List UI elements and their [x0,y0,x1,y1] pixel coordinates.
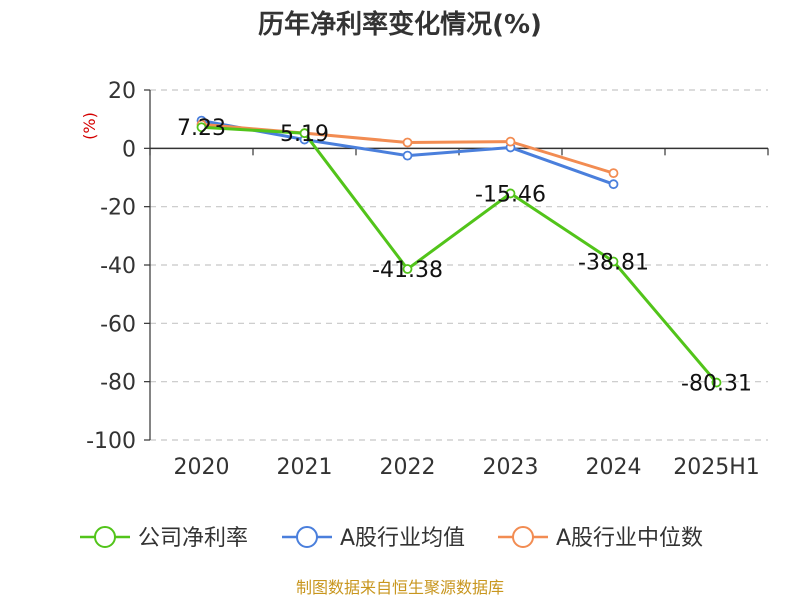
data-labels: 7.23 5.19 -41.38 -15.46 -38.81 -80.31 [177,116,752,396]
y-axis-ticks: 20 0 -20 -40 -60 -80 -100 [86,79,150,454]
data-label: -41.38 [372,258,443,283]
x-tick-label: 2020 [174,455,230,480]
series-point [402,264,413,274]
source-note: 制图数据来自恒生聚源数据库 [296,578,504,597]
y-tick-label: -80 [100,371,136,396]
y-tick-label: 0 [122,137,136,162]
legend-swatch-marker [512,526,534,548]
series-point [196,122,207,133]
y-tick-label: -40 [100,254,136,279]
legend-swatch-marker [94,526,116,548]
grid-lines [150,89,768,441]
series-point [608,256,619,267]
series-point [299,128,310,139]
legend-swatch-marker [296,526,318,548]
data-label: -80.31 [681,372,752,397]
x-tick-label: 2025H1 [673,455,760,480]
series-point [608,168,619,179]
y-tick-label: -60 [100,312,136,337]
series-point [608,179,619,190]
series-lines [196,115,722,388]
legend-label: 公司净利率 [138,526,248,551]
series-point [711,377,722,388]
chart-title: 历年净利率变化情况(%) [258,9,542,40]
data-label: -15.46 [475,182,546,207]
x-tick-label: 2024 [586,455,642,480]
x-axis-ticks: 2020 2021 2022 2023 2024 2025H1 [149,148,769,480]
y-axis-unit: (%) [80,112,99,140]
y-tick-label: 20 [108,79,136,104]
legend: 公司净利率 A股行业均值 A股行业中位数 [80,526,703,551]
series-line [201,125,718,384]
y-tick-label: -100 [86,429,136,454]
series-point [402,150,413,161]
legend-label: A股行业中位数 [556,526,703,551]
x-tick-label: 2022 [380,455,436,480]
series-point [402,137,413,148]
data-label: 7.23 [177,116,226,141]
series-point [505,136,516,147]
series-point [505,188,516,199]
data-label: -38.81 [578,251,649,276]
data-label: 5.19 [280,122,329,147]
x-tick-label: 2023 [483,455,539,480]
y-tick-label: -20 [100,196,136,221]
legend-label: A股行业均值 [340,526,465,551]
x-tick-label: 2021 [277,455,333,480]
